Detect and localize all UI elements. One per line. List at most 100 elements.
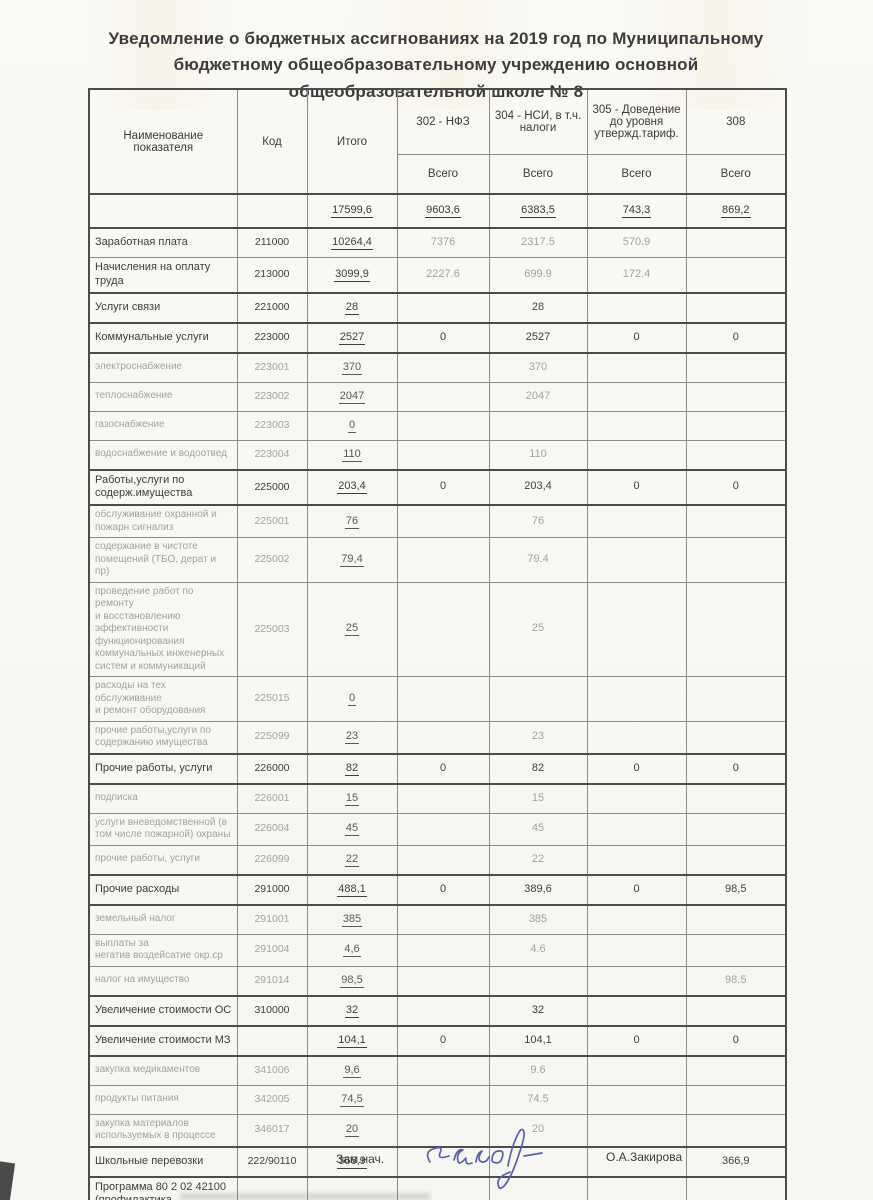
row-name: газоснабжение bbox=[88, 410, 238, 441]
row-total: 110 bbox=[306, 439, 398, 470]
row-code: 223002 bbox=[236, 381, 308, 412]
row-c305: 0 bbox=[586, 321, 687, 354]
row-c302: 0 bbox=[396, 752, 490, 785]
title-line-1: Уведомление о бюджетных ассигнованиях на… bbox=[108, 29, 764, 48]
row-c305 bbox=[586, 783, 687, 814]
row-total: 15 bbox=[306, 783, 398, 814]
table-row: газоснабжение 223003 0 bbox=[88, 410, 787, 441]
row-c308 bbox=[685, 291, 787, 324]
row-code bbox=[236, 1024, 308, 1057]
row-c302 bbox=[396, 381, 490, 412]
row-total: 0 bbox=[306, 676, 398, 722]
header-code: Код bbox=[236, 88, 308, 195]
row-name: Увеличение стоимости МЗ bbox=[88, 1024, 238, 1057]
row-c305 bbox=[586, 844, 687, 875]
budget-table: Наименование показателя Код Итого 302 - … bbox=[88, 88, 787, 1200]
row-c304: 699.9 bbox=[488, 257, 588, 293]
row-name: продукты питания bbox=[88, 1084, 238, 1115]
row-name: содержание в чистоте помещений (ТБО, дер… bbox=[88, 537, 238, 583]
row-c304: 82 bbox=[488, 752, 588, 785]
row-c302 bbox=[396, 965, 490, 996]
row-c302: 7376 bbox=[396, 227, 490, 258]
table-row: Услуги связи 221000 28 28 bbox=[88, 291, 787, 324]
table-row: расходы на тех обслуживание и ремонт обо… bbox=[88, 676, 787, 722]
row-c302 bbox=[396, 812, 490, 846]
row-total: 104,1 bbox=[306, 1024, 398, 1057]
row-total: 3099,9 bbox=[306, 257, 398, 293]
row-c308: 98,5 bbox=[685, 873, 787, 906]
row-c305: 172.4 bbox=[586, 257, 687, 293]
row-c302 bbox=[396, 504, 490, 538]
row-c308 bbox=[685, 844, 787, 875]
signature-block: Зам.нач. О.А.Закирова bbox=[0, 1128, 873, 1200]
row-c302 bbox=[396, 1113, 490, 1147]
row-c304 bbox=[488, 1145, 588, 1178]
row-c302: 0 bbox=[396, 468, 490, 506]
row-total: 370 bbox=[306, 352, 398, 383]
table-row: налог на имущество 291014 98,5 98.5 bbox=[88, 965, 787, 996]
row-code: 225002 bbox=[236, 537, 308, 583]
row-c308 bbox=[685, 676, 787, 722]
row-c308: 7 bbox=[685, 1175, 787, 1200]
row-c305 bbox=[586, 994, 687, 1027]
table-row: Увеличение стоимости ОС 310000 32 32 bbox=[88, 994, 787, 1027]
row-name: закупка медикаментов bbox=[88, 1055, 238, 1086]
row-c305 bbox=[586, 439, 687, 470]
row-c308 bbox=[685, 381, 787, 412]
row-c304: 389,6 bbox=[488, 873, 588, 906]
table-row: подписка 226001 15 15 bbox=[88, 783, 787, 814]
table-row: водоснабжение и водоотвед 223004 110 110 bbox=[88, 439, 787, 470]
row-c305 bbox=[586, 812, 687, 846]
header-308: 308 bbox=[685, 88, 787, 155]
row-c308 bbox=[685, 504, 787, 538]
table-row: проведение работ по ремонту и восстановл… bbox=[88, 581, 787, 677]
row-code: 291001 bbox=[236, 904, 308, 935]
table-row: прочие работы,услуги по содержанию имуще… bbox=[88, 720, 787, 754]
row-name: проведение работ по ремонту и восстановл… bbox=[88, 581, 238, 677]
row-c302 bbox=[396, 1055, 490, 1086]
table-row: Работы,услуги по содерж.имущества 225000 2… bbox=[88, 468, 787, 506]
header-name: Наименование показателя bbox=[88, 88, 238, 195]
table-row: закупка материалов используемых в процес… bbox=[88, 1113, 787, 1147]
row-c308: 0 bbox=[685, 321, 787, 354]
row-c302 bbox=[396, 676, 490, 722]
row-c305 bbox=[586, 581, 687, 677]
row-c308 bbox=[685, 994, 787, 1027]
row-c308 bbox=[685, 1084, 787, 1115]
table-row: 17599,6 9603,6 6383,5 743,3 869,2 bbox=[88, 193, 787, 229]
row-c305 bbox=[586, 1055, 687, 1086]
row-code: 225015 bbox=[236, 676, 308, 722]
row-total: 20 bbox=[306, 1113, 398, 1147]
row-c305 bbox=[586, 904, 687, 935]
row-code: 211000 bbox=[236, 227, 308, 258]
table-row: прочие работы, услуги 226099 22 22 bbox=[88, 844, 787, 875]
row-total: 28 bbox=[306, 291, 398, 324]
row-c302: 0 bbox=[396, 873, 490, 906]
row-c302: 0 bbox=[396, 1024, 490, 1057]
row-c304 bbox=[488, 965, 588, 996]
table-row: Коммунальные услуги 223000 2527 0 2527 0 0 bbox=[88, 321, 787, 354]
row-c308 bbox=[685, 439, 787, 470]
row-total: 23 bbox=[306, 720, 398, 754]
row-c308 bbox=[685, 537, 787, 583]
row-c302 bbox=[396, 844, 490, 875]
row-code: 223000 bbox=[236, 321, 308, 354]
row-name: Начисления на оплату труда bbox=[88, 257, 238, 293]
signature-scribble-icon bbox=[420, 1120, 550, 1200]
row-c302 bbox=[396, 994, 490, 1027]
header-vsego-302: Всего bbox=[396, 154, 490, 195]
table-row: продукты питания 342005 74,5 74.5 bbox=[88, 1084, 787, 1115]
table-row: Начисления на оплату труда 213000 3099,9 22… bbox=[88, 257, 787, 293]
row-c305: 743,3 bbox=[586, 193, 687, 229]
row-c305 bbox=[586, 933, 687, 967]
row-code: 221000 bbox=[236, 291, 308, 324]
row-c305: 0 bbox=[586, 752, 687, 785]
row-c305 bbox=[586, 537, 687, 583]
row-name: закупка материалов используемых в процес… bbox=[88, 1113, 238, 1147]
row-total: 76 bbox=[306, 504, 398, 538]
row-name: прочие работы,услуги по содержанию имуще… bbox=[88, 720, 238, 754]
row-total: 366,9 bbox=[306, 1145, 398, 1178]
row-total: 22 bbox=[306, 844, 398, 875]
scan-smudge-artifact bbox=[180, 1193, 430, 1200]
row-code: 342005 bbox=[236, 1084, 308, 1115]
